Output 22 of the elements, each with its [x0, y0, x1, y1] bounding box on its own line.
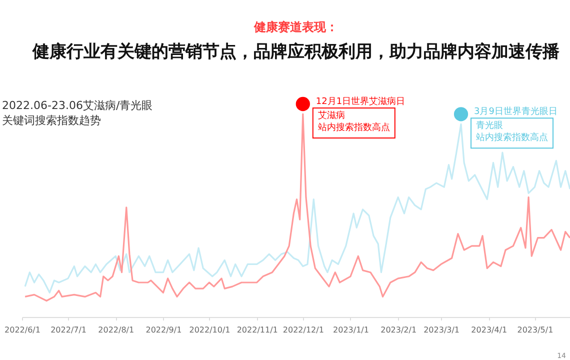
x-tick-label: 2022/8/1 [98, 326, 134, 334]
x-tick-label: 2022/6/1 [4, 326, 40, 334]
x-tick-label: 2022/12/1 [282, 326, 324, 334]
annotation: 12月1日世界艾滋病日 [316, 96, 406, 107]
annotation: 青光眼 [476, 120, 504, 132]
x-tick-label: 2023/2/1 [380, 326, 417, 334]
x-tick-label: 2022/7/1 [50, 326, 87, 334]
x-tick-label: 2023/1/1 [333, 326, 369, 334]
annotation: 艾滋病 [318, 110, 345, 121]
x-tick-label: 2023/5/1 [517, 326, 554, 334]
annotation: 站内搜索指数高点 [318, 122, 390, 133]
x-tick-label: 2023/4/1 [471, 326, 508, 334]
x-tick-label: 2022/9/1 [146, 326, 182, 334]
x-tick-label: 2022/11/1 [236, 326, 278, 334]
annotation: 3月9日世界青光眼日 [474, 106, 558, 118]
annotation: 关键词搜索指数趋势 [2, 114, 101, 127]
chart-subtitle: 健康行业有关键的营销节点，品牌应积极利用，助力品牌内容加速传播 [32, 42, 560, 62]
annotation: 站内搜索指数高点 [476, 132, 548, 144]
x-tick-label: 2022/10/1 [189, 326, 230, 334]
chart-title: 健康赛道表现： [253, 20, 338, 34]
text: 2022.06-23.06艾滋病/青光眼 [2, 99, 153, 112]
x-tick-label: 2023/3/1 [424, 326, 460, 334]
